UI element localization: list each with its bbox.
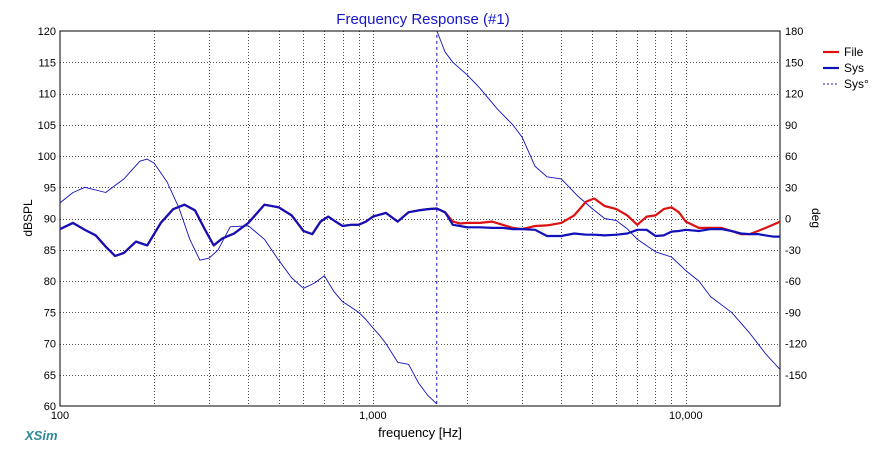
- right-axis-ticks: 180 150 120 90 60 30 0 -30 -60 -90 -120 -150: [785, 26, 807, 382]
- legend-label: Sys°: [844, 77, 869, 91]
- x-tick-label: 100: [51, 410, 69, 422]
- y-axis-left-label: dBSPL: [21, 199, 35, 237]
- y-right-tick-label: 150: [785, 57, 803, 69]
- grid-lines: [60, 31, 780, 406]
- legend-label: File: [844, 45, 864, 59]
- x-tick-label: 10,000: [669, 410, 703, 422]
- y-left-tick-label: 110: [38, 89, 56, 101]
- chart-legend: File Sys Sys°: [823, 45, 869, 91]
- y-left-tick-label: 85: [44, 245, 56, 257]
- y-right-tick-label: 120: [785, 89, 803, 101]
- series-line-sys: [59, 203, 780, 258]
- x-tick-label: 1,000: [359, 410, 387, 422]
- y-left-tick-label: 100: [38, 151, 56, 163]
- y-left-tick-label: 60: [44, 401, 56, 413]
- series-line-sys: [59, 158, 438, 405]
- y-right-tick-label: 90: [785, 120, 797, 132]
- x-axis-label: frequency [Hz]: [378, 425, 462, 440]
- y-left-tick-label: 80: [44, 276, 56, 288]
- left-axis-ticks: 120 115 110 105 100 95 90 85 80 75 70 65 60: [38, 26, 56, 413]
- y-left-tick-label: 115: [38, 57, 56, 69]
- series-layer: [59, 30, 781, 405]
- y-right-tick-label: -60: [785, 276, 801, 288]
- legend-label: Sys: [844, 61, 864, 75]
- y-right-tick-label: 180: [785, 26, 803, 38]
- x-axis-ticks: 100 1,000 10,000: [51, 410, 703, 422]
- y-left-tick-label: 75: [44, 307, 56, 319]
- y-left-tick-label: 95: [44, 182, 56, 194]
- y-right-tick-label: 0: [785, 214, 791, 226]
- y-left-tick-label: 90: [44, 214, 56, 226]
- y-left-tick-label: 70: [44, 339, 56, 351]
- y-right-tick-label: 60: [785, 151, 797, 163]
- y-right-tick-label: -90: [785, 307, 801, 319]
- y-left-tick-label: 65: [44, 370, 56, 382]
- y-axis-right-label: deg: [809, 208, 823, 228]
- y-right-tick-label: -150: [785, 370, 807, 382]
- y-right-tick-label: 30: [785, 182, 797, 194]
- y-left-tick-label: 120: [38, 26, 56, 38]
- chart-title: Frequency Response (#1): [336, 11, 509, 28]
- y-left-tick-label: 105: [38, 120, 56, 132]
- app-logo-label: XSim: [25, 428, 58, 443]
- series-line-sys: [436, 30, 781, 370]
- y-right-tick-label: -30: [785, 245, 801, 257]
- y-right-tick-label: -120: [785, 339, 807, 351]
- plot-area-frame: [59, 30, 781, 407]
